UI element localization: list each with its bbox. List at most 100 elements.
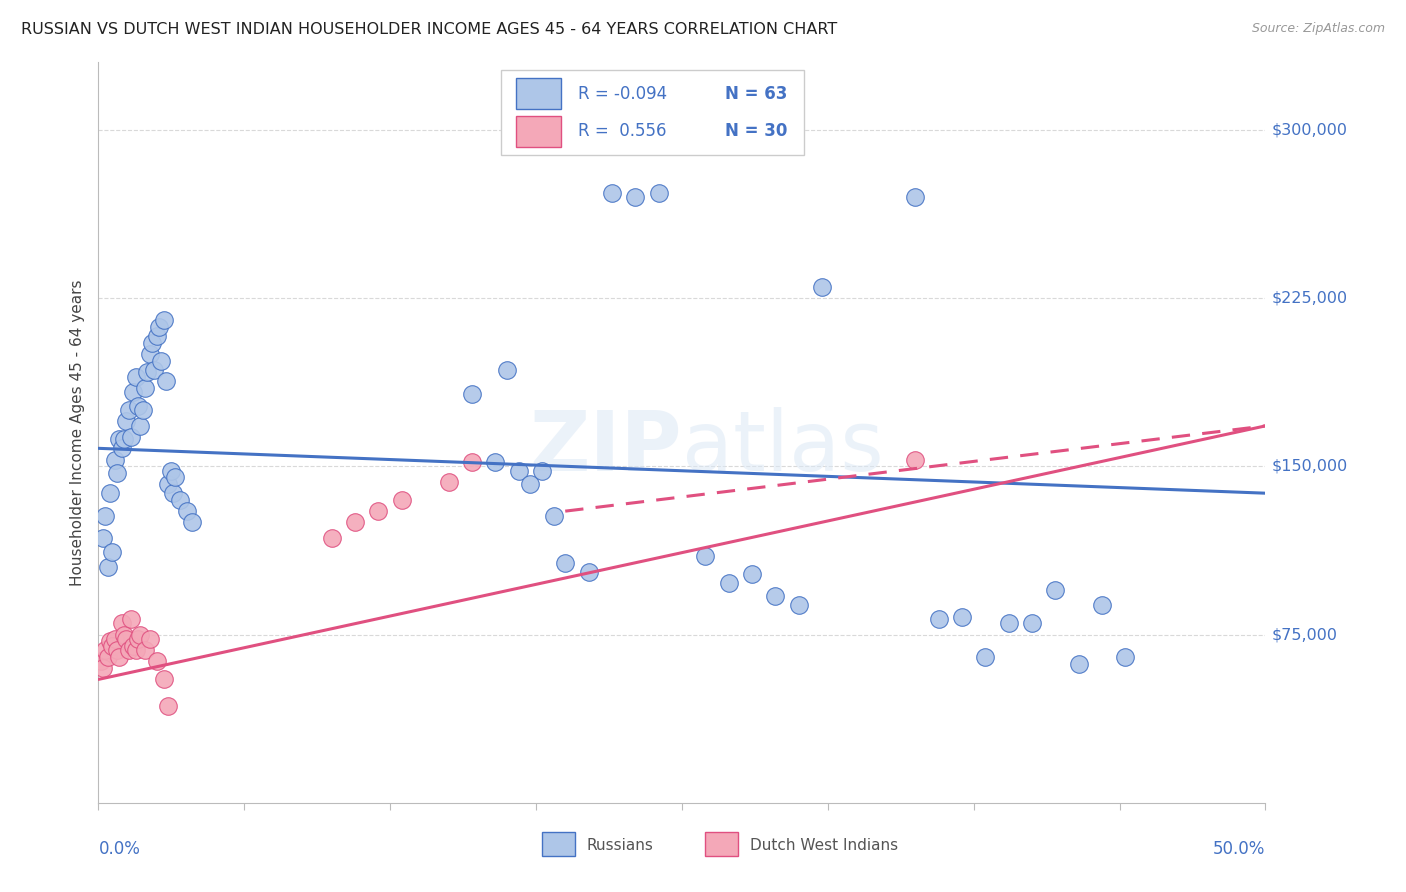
Point [94, 508, 117, 523]
Point [118, 403, 141, 417]
Point [155, 374, 177, 388]
Point [115, 414, 138, 428]
Point [136, 365, 159, 379]
Point [127, 632, 149, 646]
Point [437, 475, 460, 489]
Point [741, 566, 763, 581]
Point [530, 464, 553, 478]
Point [165, 470, 187, 484]
Text: Dutch West Indians: Dutch West Indians [749, 838, 897, 854]
Point [125, 369, 148, 384]
Point [129, 627, 152, 641]
Point [367, 504, 389, 518]
Point [152, 673, 174, 687]
Text: $225,000: $225,000 [1271, 291, 1347, 305]
FancyBboxPatch shape [706, 832, 738, 856]
Point [108, 433, 131, 447]
Point [624, 190, 647, 204]
Point [91, 531, 114, 545]
Point [176, 504, 198, 518]
Point [120, 430, 142, 444]
Point [122, 385, 145, 400]
Point [508, 464, 530, 478]
Point [127, 399, 149, 413]
FancyBboxPatch shape [516, 78, 561, 109]
Point [169, 492, 191, 507]
Point [108, 650, 131, 665]
Text: atlas: atlas [682, 407, 883, 488]
Point [974, 650, 997, 665]
Text: N = 30: N = 30 [724, 122, 787, 140]
Point [1021, 616, 1043, 631]
Text: RUSSIAN VS DUTCH WEST INDIAN HOUSEHOLDER INCOME AGES 45 - 64 YEARS CORRELATION C: RUSSIAN VS DUTCH WEST INDIAN HOUSEHOLDER… [21, 22, 838, 37]
Point [321, 531, 343, 545]
Point [120, 612, 142, 626]
Point [763, 590, 786, 604]
Text: N = 63: N = 63 [724, 85, 787, 103]
Point [647, 186, 669, 200]
Text: Russians: Russians [586, 838, 654, 854]
Point [159, 464, 181, 478]
Point [111, 442, 134, 456]
Y-axis label: Householder Income Ages 45 - 64 years: Householder Income Ages 45 - 64 years [69, 279, 84, 586]
Point [461, 455, 484, 469]
Point [1091, 599, 1114, 613]
Text: ZIP: ZIP [530, 407, 682, 488]
Point [118, 643, 141, 657]
Point [391, 492, 413, 507]
Point [162, 486, 184, 500]
Point [1067, 657, 1090, 671]
Point [132, 403, 155, 417]
Point [94, 643, 117, 657]
Text: $150,000: $150,000 [1271, 458, 1347, 474]
Point [152, 313, 174, 327]
Point [115, 632, 138, 646]
Point [600, 186, 623, 200]
Text: R =  0.556: R = 0.556 [578, 122, 666, 140]
Point [105, 466, 128, 480]
Point [180, 516, 202, 530]
Point [997, 616, 1019, 631]
Point [129, 418, 152, 433]
Point [950, 609, 973, 624]
Point [1045, 582, 1067, 597]
Point [157, 699, 180, 714]
Point [101, 544, 124, 558]
Point [543, 508, 565, 523]
Point [496, 363, 519, 377]
Point [134, 643, 156, 657]
Point [554, 556, 576, 570]
Point [904, 190, 927, 204]
Point [97, 560, 120, 574]
Point [97, 650, 120, 665]
Point [484, 455, 506, 469]
FancyBboxPatch shape [541, 832, 575, 856]
Point [101, 639, 124, 653]
Point [146, 655, 169, 669]
Point [811, 280, 834, 294]
Point [157, 477, 180, 491]
Text: Source: ZipAtlas.com: Source: ZipAtlas.com [1251, 22, 1385, 36]
FancyBboxPatch shape [501, 70, 804, 155]
Point [105, 643, 128, 657]
Point [139, 632, 162, 646]
Point [112, 627, 135, 641]
Point [1114, 650, 1136, 665]
Text: 50.0%: 50.0% [1213, 840, 1265, 858]
Point [112, 433, 135, 447]
Point [91, 661, 114, 675]
Text: $300,000: $300,000 [1271, 122, 1347, 137]
Point [717, 576, 740, 591]
Point [111, 616, 134, 631]
Point [143, 363, 166, 377]
Point [122, 639, 145, 653]
Point [134, 381, 156, 395]
FancyBboxPatch shape [516, 116, 561, 146]
Point [344, 516, 367, 530]
Point [98, 486, 121, 500]
Point [519, 477, 541, 491]
Point [461, 387, 484, 401]
Point [146, 329, 169, 343]
Point [104, 632, 127, 646]
Point [98, 634, 121, 648]
